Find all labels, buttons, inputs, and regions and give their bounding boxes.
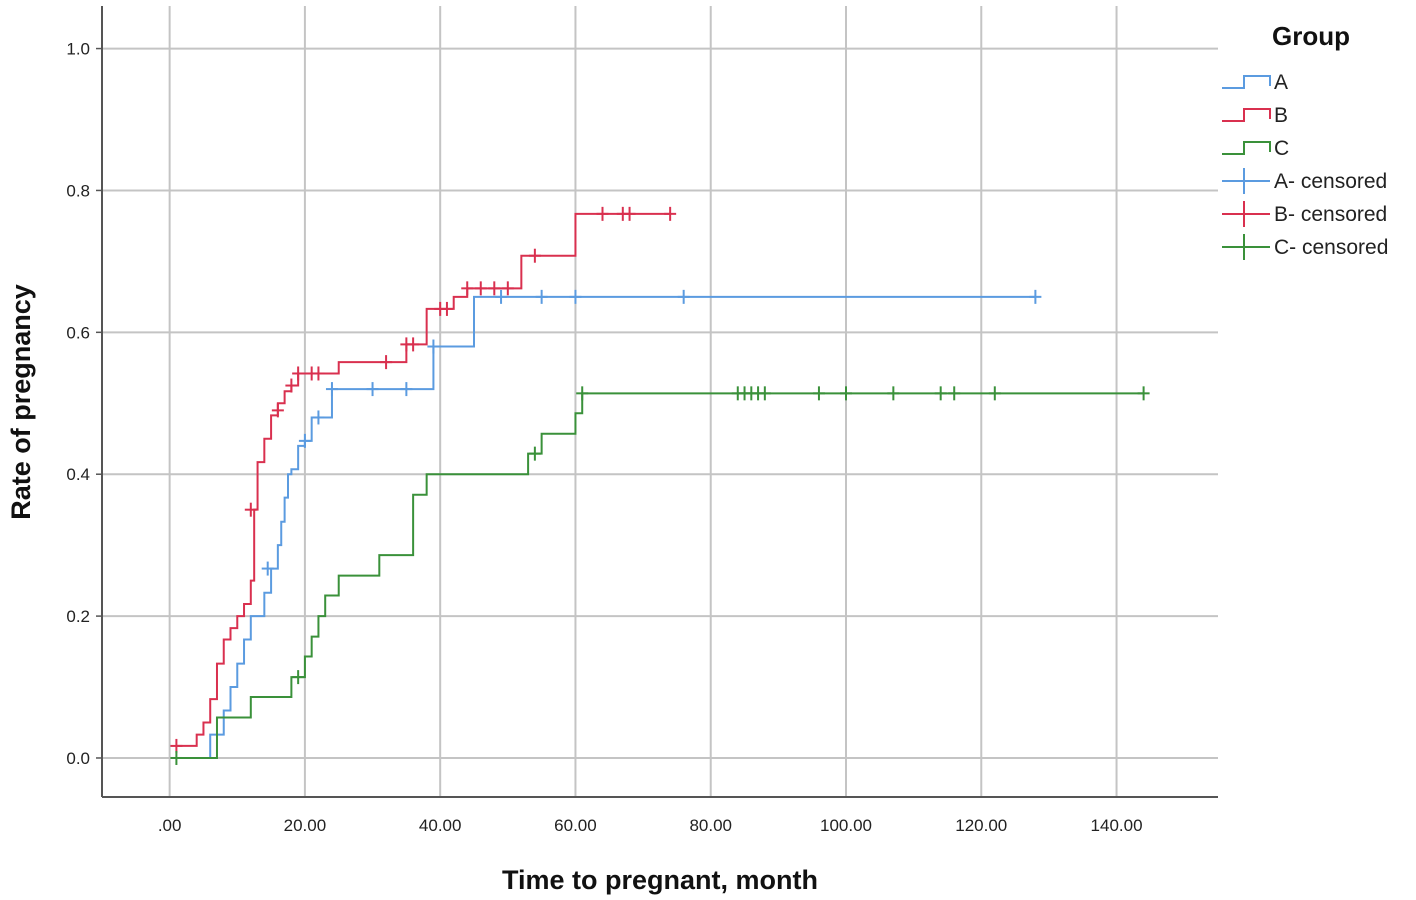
- legend-label: A: [1274, 71, 1288, 94]
- x-tick-label: .00: [158, 816, 182, 835]
- censor-mark-b: [623, 206, 636, 221]
- censor-mark-a: [495, 289, 508, 304]
- y-axis-title: Rate of pregnancy: [6, 284, 36, 520]
- legend-item: B: [1222, 104, 1288, 127]
- legend-item: C- censored: [1222, 234, 1388, 260]
- censor-mark-c: [934, 386, 947, 401]
- legend: Group ABC A- censored B- censored C- censor…: [1222, 21, 1388, 260]
- censor-mark-a: [1029, 289, 1042, 304]
- censor-mark-c: [988, 386, 1001, 401]
- tick-labels: .00 20.00 40.00 60.00 80.00 100.00 120.00 140.0…: [66, 40, 1142, 835]
- y-tick-label: 0.4: [66, 465, 90, 484]
- censor-mark-a: [535, 289, 548, 304]
- censor-mark-b: [312, 366, 325, 381]
- censor-mark-b: [271, 403, 284, 418]
- x-tick-label: 20.00: [284, 816, 327, 835]
- censor-mark-c: [528, 446, 541, 461]
- censor-mark-b: [285, 378, 298, 393]
- legend-swatch: [1222, 75, 1271, 89]
- legend-label: C- censored: [1274, 236, 1388, 259]
- x-tick-label: 120.00: [955, 816, 1007, 835]
- censor-mark-b: [488, 281, 501, 296]
- grid-lines: [102, 6, 1218, 797]
- legend-title: Group: [1272, 21, 1350, 51]
- legend-item: B- censored: [1222, 201, 1387, 227]
- censor-mark-a: [677, 289, 690, 304]
- series-line-b: [176, 212, 671, 747]
- censor-mark-b: [170, 738, 183, 753]
- legend-label: B: [1274, 104, 1288, 127]
- censor-mark-c: [170, 750, 183, 765]
- censor-mark-a: [366, 382, 379, 397]
- censor-mark-c: [1137, 386, 1150, 401]
- censor-mark-c: [758, 386, 771, 401]
- censor-mark-c: [576, 386, 589, 401]
- x-tick-label: 140.00: [1091, 816, 1143, 835]
- x-tick-label: 60.00: [554, 816, 597, 835]
- legend-label: C: [1274, 137, 1289, 160]
- x-axis-title: Time to pregnant, month: [502, 865, 818, 895]
- legend-label: A- censored: [1274, 170, 1387, 193]
- legend-item: A- censored: [1222, 168, 1387, 194]
- series-lines: [176, 212, 1144, 759]
- censor-mark-a: [400, 382, 413, 397]
- legend-item: A: [1222, 71, 1288, 94]
- censor-mark-b: [474, 281, 487, 296]
- censor-mark-a: [298, 433, 311, 448]
- y-tick-label: 1.0: [66, 40, 90, 59]
- censor-mark-b: [440, 301, 453, 316]
- censor-mark-b: [528, 248, 541, 263]
- censor-mark-a: [427, 339, 440, 354]
- x-tick-label: 100.00: [820, 816, 872, 835]
- censor-mark-a: [569, 289, 582, 304]
- x-tick-label: 80.00: [689, 816, 732, 835]
- censor-mark-b: [501, 281, 514, 296]
- censor-mark-a: [325, 382, 338, 397]
- censor-mark-b: [407, 337, 420, 352]
- censor-mark-b: [244, 502, 257, 517]
- censor-marks: [170, 206, 1150, 765]
- censor-mark-a: [261, 561, 274, 576]
- y-tick-label: 0.0: [66, 749, 90, 768]
- series-line-c: [176, 392, 1144, 759]
- censor-mark-c: [887, 386, 900, 401]
- censor-mark-c: [948, 386, 961, 401]
- legend-label: B- censored: [1274, 203, 1387, 226]
- censor-mark-b: [664, 206, 677, 221]
- censor-mark-b: [380, 355, 393, 370]
- censor-mark-b: [461, 281, 474, 296]
- censor-mark-c: [840, 386, 852, 401]
- legend-swatch: [1222, 141, 1271, 155]
- censor-mark-a: [312, 410, 325, 425]
- censor-mark-b: [292, 366, 305, 381]
- censor-mark-b: [596, 206, 609, 221]
- x-tick-label: 40.00: [419, 816, 462, 835]
- censor-mark-c: [292, 670, 305, 685]
- legend-swatch: [1222, 108, 1271, 122]
- y-tick-label: 0.6: [66, 323, 90, 342]
- legend-item: C: [1222, 137, 1289, 160]
- y-tick-label: 0.8: [66, 181, 90, 200]
- plot-axes: [96, 6, 1218, 798]
- censor-mark-c: [812, 386, 825, 401]
- y-tick-label: 0.2: [66, 607, 90, 626]
